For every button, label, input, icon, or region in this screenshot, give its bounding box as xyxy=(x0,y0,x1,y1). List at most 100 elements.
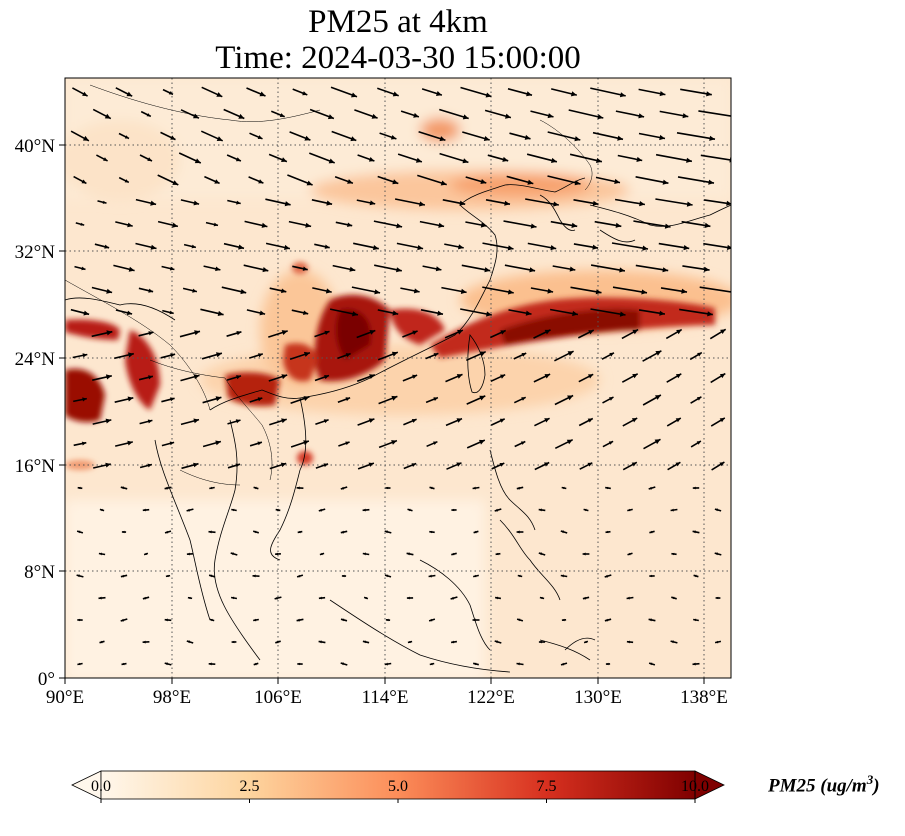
wind-arrow-head xyxy=(82,397,87,402)
wind-arrow-head xyxy=(544,329,551,335)
wind-arrow-head xyxy=(411,463,417,467)
wind-arrow-head xyxy=(538,508,542,512)
wind-arrow-head xyxy=(253,662,257,666)
wind-arrow-head xyxy=(235,419,241,424)
wind-arrow-head xyxy=(638,113,645,119)
wind-arrow-head xyxy=(391,351,398,357)
colorbar-label-text: PM25 (ug/m xyxy=(768,775,867,797)
wind-arrow-head xyxy=(479,351,486,357)
wind-arrow-head xyxy=(582,596,587,600)
wind-arrow-head xyxy=(82,91,88,97)
wind-arrow-head xyxy=(609,397,614,401)
wind-arrow-head xyxy=(142,596,147,600)
wind-arrow-head xyxy=(655,350,662,356)
wind-arrow-head xyxy=(127,440,133,446)
wind-arrow-head xyxy=(341,574,345,578)
wind-arrow-head xyxy=(142,508,146,512)
wind-arrow-head xyxy=(524,134,531,140)
wind-arrow-head xyxy=(392,91,399,97)
wind-arrow-head xyxy=(194,158,201,164)
wind-arrow-head xyxy=(572,310,578,317)
wind-arrow-shaft xyxy=(655,198,693,206)
wind-arrow-head xyxy=(193,200,200,206)
wind-arrow-head xyxy=(392,179,399,185)
wind-arrow-head xyxy=(550,245,557,251)
wind-arrow-head xyxy=(82,353,88,358)
wind-arrow-head xyxy=(349,266,356,272)
wind-arrow-head xyxy=(257,441,262,446)
wind-arrow-head xyxy=(604,574,608,578)
wind-arrow-head xyxy=(500,374,506,379)
wind-arrow-head xyxy=(319,552,323,556)
wind-arrow-head xyxy=(596,157,602,163)
wind-arrow-shaft xyxy=(547,131,581,141)
wind-arrow-head xyxy=(417,245,424,251)
colorbar-tick-labels: 0.0 2.5 5.0 7.5 10.0 xyxy=(0,778,905,802)
wind-arrow-head xyxy=(428,574,432,578)
wind-arrow-head xyxy=(303,310,309,315)
wind-arrow-head xyxy=(500,330,506,335)
wind-arrow-head xyxy=(433,441,438,445)
wind-arrow-head xyxy=(127,396,134,402)
wind-arrow-head xyxy=(169,310,174,315)
wind-arrow-head xyxy=(659,91,666,97)
wind-arrow-head xyxy=(415,157,422,163)
chart-title-line2: Time: 2024-03-30 15:00:00 xyxy=(215,40,581,76)
wind-arrow-head xyxy=(507,245,514,251)
wind-arrow-head xyxy=(517,618,521,622)
wind-arrow-head xyxy=(592,200,599,206)
wind-arrow-head xyxy=(170,135,176,140)
wind-arrow-head xyxy=(406,552,410,556)
wind-arrow-head xyxy=(209,486,213,490)
wind-vectors xyxy=(70,86,738,666)
wind-arrow-head xyxy=(215,440,221,446)
wind-arrow-head xyxy=(128,352,134,358)
wind-arrow-head xyxy=(664,223,671,229)
wind-arrow-head xyxy=(605,486,609,490)
wind-arrow-head xyxy=(732,114,738,119)
wind-arrow-head xyxy=(631,462,637,467)
wind-arrow-head xyxy=(438,222,445,228)
wind-arrow-head xyxy=(275,508,279,512)
wind-arrow-shaft xyxy=(635,264,669,272)
wind-arrow-shaft xyxy=(547,175,581,185)
wind-arrow-head xyxy=(429,618,433,622)
wind-arrow-head xyxy=(626,640,630,644)
wind-arrow-head xyxy=(456,418,462,423)
wind-arrow-head xyxy=(396,223,403,229)
colorbar-tick-label-7-5: 7.5 xyxy=(536,778,557,795)
chart-title-line1: PM25 at 4km xyxy=(308,4,488,40)
wind-arrow-head xyxy=(609,352,614,357)
x-axis: 90°E 98°E 106°E 114°E 122°E 130°E 138°E xyxy=(46,678,728,708)
wind-arrow-head xyxy=(574,136,581,142)
wind-arrow-head xyxy=(258,353,263,358)
wind-arrow-head xyxy=(619,267,625,273)
wind-arrow-head xyxy=(81,179,87,184)
wind-arrow-head xyxy=(126,310,133,316)
wind-arrow-head xyxy=(127,222,133,228)
wind-arrow-head xyxy=(566,439,573,445)
wind-arrow-head xyxy=(327,114,334,120)
wind-arrow-head xyxy=(385,618,389,622)
wind-arrow-shaft xyxy=(677,176,715,184)
wind-arrow-head xyxy=(485,92,492,98)
wind-arrow-head xyxy=(460,288,467,294)
wind-arrow-head xyxy=(258,179,264,184)
wind-arrow-head xyxy=(583,508,587,512)
wind-arrow-head xyxy=(587,462,593,467)
wind-arrow-head xyxy=(499,463,505,467)
wind-arrow-head xyxy=(686,201,693,207)
wind-arrow-head xyxy=(714,552,718,556)
wind-arrow-head xyxy=(433,353,439,357)
wind-arrow-head xyxy=(703,266,710,272)
wind-arrow-head xyxy=(692,530,696,534)
wind-arrow-shaft xyxy=(698,110,731,117)
wind-arrow-head xyxy=(494,508,499,512)
wind-arrow-head xyxy=(641,289,647,295)
wind-arrow-head xyxy=(391,440,397,445)
wind-arrow-shaft xyxy=(611,242,649,250)
wind-arrow-head xyxy=(281,418,287,424)
wind-arrow-head xyxy=(729,157,731,163)
wind-arrow-shaft xyxy=(590,87,626,97)
